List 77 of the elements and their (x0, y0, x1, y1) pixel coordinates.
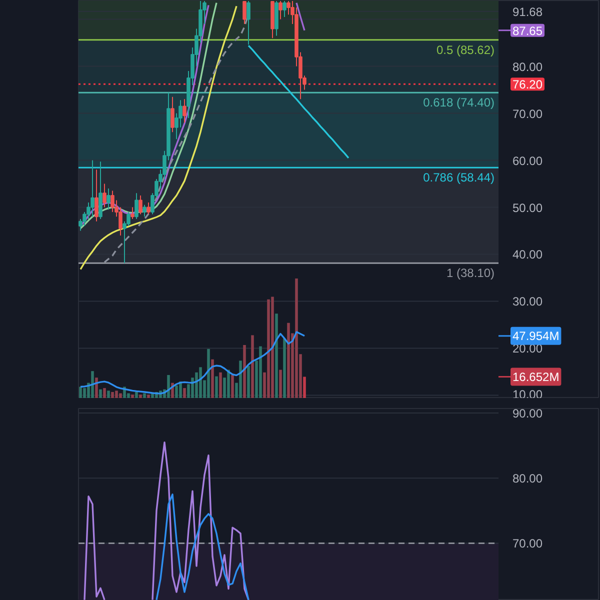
bar (219, 372, 222, 398)
bar (287, 322, 290, 398)
bar (267, 299, 270, 398)
ref-line-label: 1 (38.10) (446, 266, 495, 280)
y-tick-label: 70.00 (512, 106, 543, 121)
bar (207, 348, 210, 398)
bar (211, 359, 214, 398)
candlestick (110, 190, 114, 212)
bar (275, 314, 278, 398)
bar (103, 388, 106, 398)
bar (283, 338, 286, 398)
bar (99, 389, 102, 398)
bar (259, 346, 262, 398)
candlestick (90, 160, 94, 218)
y2-tick-label: 47.954M (512, 328, 560, 343)
bar (91, 371, 94, 398)
bar (247, 366, 250, 398)
candlestick (102, 183, 106, 208)
bar (227, 370, 230, 398)
bar (303, 376, 306, 398)
y-tick-label: 50.00 (512, 200, 543, 215)
y-tick-label: 91.68 (512, 4, 543, 19)
y-tick-label: 30.00 (512, 294, 543, 309)
y2-tick-label: 16.652M (512, 370, 560, 384)
y-tick-label: 80.00 (512, 472, 543, 486)
bar (135, 392, 138, 398)
ref-line-label: 0.618 (74.40) (423, 96, 495, 110)
bar (243, 345, 246, 398)
y-tick-label: 20.00 (512, 342, 543, 356)
bar (175, 385, 178, 398)
bar (95, 378, 98, 398)
candlestick (106, 188, 110, 210)
line-series (80, 331, 306, 394)
bar (107, 390, 110, 398)
bar (199, 367, 202, 398)
y-tick-label: 80.00 (512, 60, 543, 74)
candlestick (130, 206, 134, 220)
y-tick-label: 87.65 (512, 24, 543, 38)
candlestick (138, 195, 142, 215)
candlestick (170, 96, 174, 133)
candlestick (242, 0, 246, 24)
bar (231, 375, 234, 398)
bar (111, 392, 114, 398)
line-series (248, 44, 350, 159)
bar (119, 393, 122, 398)
candlestick (282, 0, 286, 18)
candlestick (98, 161, 102, 220)
bar (251, 335, 254, 398)
bar (115, 390, 118, 398)
ref-line-label: 0.786 (58.44) (423, 170, 495, 185)
candlestick (134, 192, 138, 220)
bar (271, 296, 274, 398)
y-tick-label: 40.00 (512, 248, 543, 262)
bar (239, 360, 242, 398)
candlestick (94, 169, 98, 222)
candlestick (142, 204, 146, 218)
y-tick-label: 70.00 (512, 536, 543, 551)
candlestick (278, 0, 282, 20)
candlestick (182, 98, 186, 124)
bar (79, 386, 82, 398)
ref-line-label: 76.20 (512, 78, 543, 92)
candlestick (146, 202, 150, 215)
bar (143, 393, 146, 398)
y-tick-label: 90.00 (512, 406, 543, 421)
bar (147, 394, 150, 398)
candlestick (246, 0, 250, 46)
line-series (80, 2, 218, 230)
bar (183, 388, 186, 398)
y-tick-label: 60.00 (512, 154, 543, 168)
bar (215, 376, 218, 398)
bar (139, 394, 142, 398)
bar (295, 278, 298, 398)
line-series (80, 5, 238, 270)
bar (279, 370, 282, 398)
line-series (156, 494, 250, 600)
bar (131, 394, 134, 398)
ref-line-label: 0.5 (85.62) (436, 42, 495, 57)
